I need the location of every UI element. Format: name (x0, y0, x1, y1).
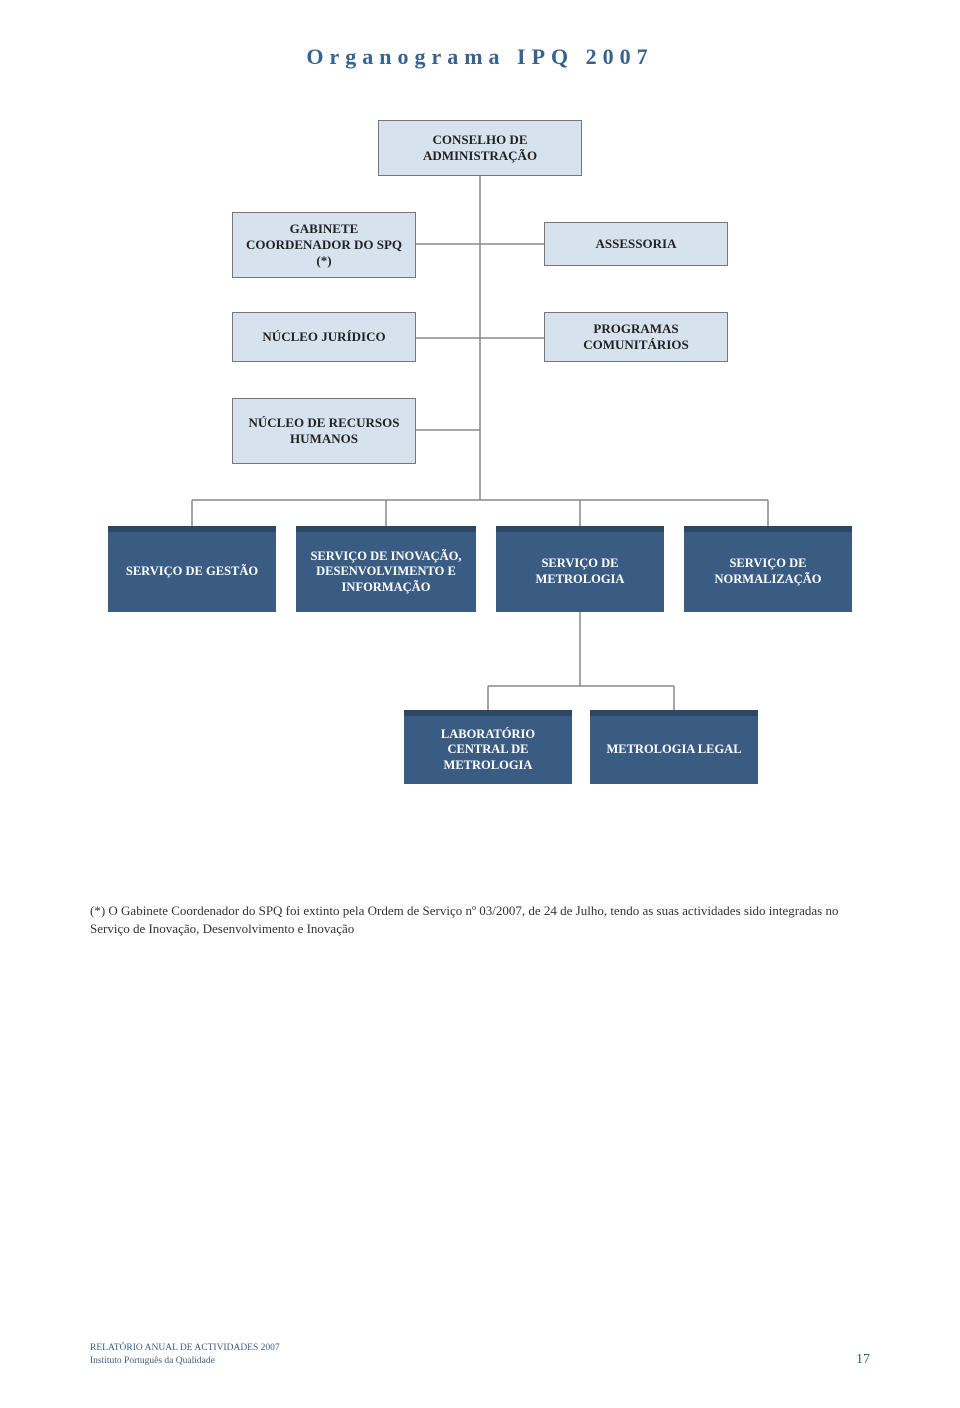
node-servico-normalizacao: SERVIÇO DE NORMALIZAÇÃO (684, 526, 852, 612)
footer-line1: RELATÓRIO ANUAL DE ACTIVIDADES 2007 (90, 1342, 280, 1355)
footnote-text: (*) O Gabinete Coordenador do SPQ foi ex… (90, 902, 870, 937)
node-metrologia-legal: METROLOGIA LEGAL (590, 710, 758, 784)
node-gabinete-coordenador: GABINETE COORDENADOR DO SPQ (*) (232, 212, 416, 278)
footer-line2: Instituto Português da Qualidade (90, 1355, 280, 1368)
node-servico-metrologia: SERVIÇO DE METROLOGIA (496, 526, 664, 612)
node-nucleo-recursos-humanos: NÚCLEO DE RECURSOS HUMANOS (232, 398, 416, 464)
page-title: Organograma IPQ 2007 (0, 44, 960, 70)
node-conselho-administracao: CONSELHO DE ADMINISTRAÇÃO (378, 120, 582, 176)
node-nucleo-juridico: NÚCLEO JURÍDICO (232, 312, 416, 362)
node-assessoria: ASSESSORIA (544, 222, 728, 266)
node-servico-inovacao: SERVIÇO DE INOVAÇÃO, DESENVOLVIMENTO E I… (296, 526, 476, 612)
node-laboratorio-central: LABORATÓRIO CENTRAL DE METROLOGIA (404, 710, 572, 784)
footer-block: RELATÓRIO ANUAL DE ACTIVIDADES 2007 Inst… (90, 1342, 280, 1368)
node-programas-comunitarios: PROGRAMAS COMUNITÁRIOS (544, 312, 728, 362)
node-servico-gestao: SERVIÇO DE GESTÃO (108, 526, 276, 612)
page-number: 17 (856, 1352, 870, 1368)
